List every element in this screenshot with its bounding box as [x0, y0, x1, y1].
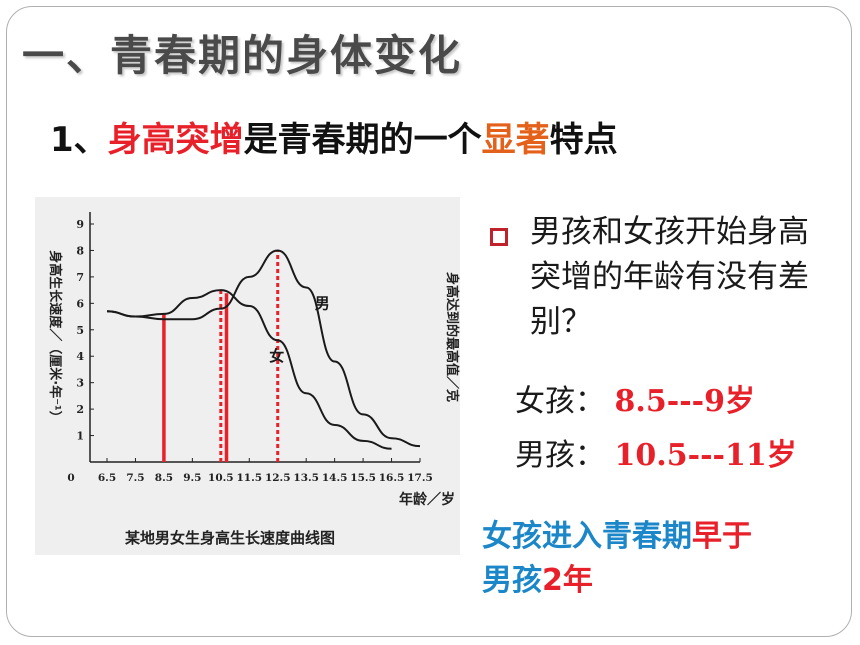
subtitle-prefix: 1、: [50, 120, 108, 160]
answer-boy-value: 10.5---11岁: [614, 438, 797, 473]
x-tick-label: 12.5: [265, 472, 291, 484]
question-text: 男孩和女孩开始身高突增的年龄有没有差别？: [530, 214, 809, 340]
y-tick-label: 4: [76, 350, 84, 363]
y-tick-label: 6: [76, 297, 84, 310]
y-tick-label: 8: [76, 244, 84, 257]
growth-chart-svg: 1 2 3 4 5 6 7 8 9 0 6.5 7.5 8.5 9.5 10.5 11.5 12.5 13.5 14…: [47, 212, 460, 508]
answer-girl-label: 女孩：: [515, 384, 605, 419]
slide-frame: [6, 6, 852, 637]
x-tick-label: 13.5: [293, 472, 319, 484]
x-tick-label: 6.5: [98, 472, 116, 484]
x-axis-label: 年龄／岁: [399, 491, 455, 508]
series-label-girl: 女: [269, 347, 284, 365]
y-tick-label: 1: [76, 430, 84, 443]
x-tick-label: 9.5: [183, 472, 201, 484]
chart-caption: 某地男女生身高生长速度曲线图: [125, 529, 336, 547]
answer-boy-label: 男孩：: [515, 438, 605, 473]
subtitle-middle: 是青春期的一个: [243, 120, 482, 160]
y-tick-label: 7: [76, 271, 84, 284]
conclusion-part4: 2年: [542, 563, 593, 598]
answer-girl-value: 8.5---9岁: [614, 384, 755, 419]
x-tick-label: 15.5: [350, 472, 376, 484]
subtitle-highlight-growth: 身高突增: [107, 120, 244, 160]
x-tick-label: 10.5: [208, 472, 234, 484]
x-tick-label: 17.5: [407, 472, 433, 484]
x-tick-label: 16.5: [379, 472, 405, 484]
slide-title: 一、青春期的身体变化: [22, 31, 463, 80]
conclusion-part2: 早于: [692, 519, 752, 554]
series-line-boy: [106, 249, 421, 448]
series-line-girl: [106, 289, 392, 450]
conclusion-part1: 女孩进入青春期: [482, 519, 692, 554]
growth-chart: 1 2 3 4 5 6 7 8 9 0 6.5 7.5 8.5 9.5 10.5 11.5 12.5 13.5 14…: [35, 197, 460, 555]
y-tick-label: 5: [76, 324, 84, 337]
series-label-boy: 男: [315, 294, 330, 312]
bullet-square-icon: [490, 228, 508, 246]
answer-boy: 男孩： 10.5---11岁: [515, 430, 797, 474]
conclusion-part3: 男孩: [482, 563, 542, 598]
x-tick-label: 0: [67, 472, 74, 484]
x-tick-label: 8.5: [155, 472, 173, 484]
y-tick-label: 3: [76, 377, 84, 390]
x-tick-label: 11.5: [236, 472, 262, 484]
x-tick-label: 14.5: [322, 472, 348, 484]
y-tick-label: 9: [76, 218, 84, 231]
y-tick-label: 2: [76, 403, 84, 416]
x-tick-label: 7.5: [126, 472, 144, 484]
y-axis-label: 身高生长速度／（厘米·年⁻¹）: [47, 250, 63, 424]
answer-girl: 女孩： 8.5---9岁: [515, 376, 755, 420]
conclusion-text: 女孩进入青春期早于男孩2年: [482, 515, 832, 603]
y-axis-label-right: 身高达到的最高值／克: [444, 272, 460, 402]
subtitle-highlight-notable: 显著: [481, 120, 550, 160]
slide-subtitle: 1、身高突增是青春期的一个显著特点: [50, 112, 618, 161]
subtitle-suffix: 特点: [549, 120, 618, 160]
